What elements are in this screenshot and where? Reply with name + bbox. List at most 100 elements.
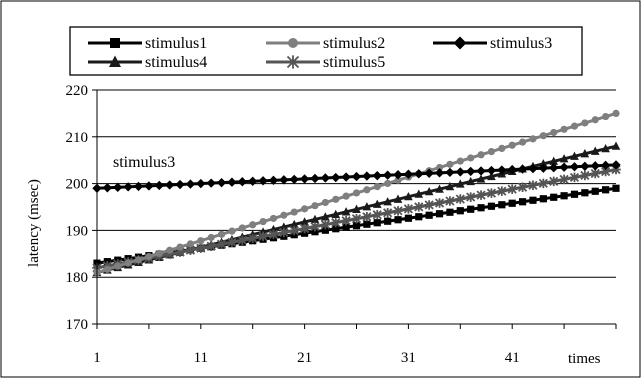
- legend-label: stimulus3: [490, 35, 552, 52]
- data-point: [102, 183, 113, 193]
- data-point: [528, 163, 538, 174]
- legend-item-stimulus3: stimulus3: [433, 35, 552, 52]
- data-point: [590, 146, 600, 155]
- y-tick-label: 170: [66, 317, 89, 333]
- data-point: [362, 171, 372, 181]
- data-point: [268, 229, 279, 240]
- data-point: [476, 190, 486, 200]
- y-axis-label: latency (msec): [26, 179, 42, 267]
- data-point: [497, 186, 507, 196]
- data-point: [569, 172, 580, 183]
- data-point: [320, 173, 331, 183]
- y-tick-label: 200: [66, 177, 89, 193]
- data-point: [394, 216, 402, 224]
- data-point: [487, 147, 496, 156]
- data-point: [103, 265, 111, 273]
- data-point: [414, 202, 424, 212]
- data-point: [331, 209, 341, 218]
- data-point: [289, 225, 299, 236]
- data-point: [611, 141, 621, 150]
- data-point: [237, 177, 247, 187]
- data-point: [301, 205, 309, 213]
- data-point: [467, 205, 475, 213]
- data-point: [455, 179, 465, 188]
- data-point: [590, 161, 600, 171]
- data-point: [216, 177, 227, 188]
- data-point: [539, 159, 548, 168]
- data-point: [372, 170, 382, 181]
- series-layer: [92, 109, 621, 277]
- data-point: [446, 208, 454, 216]
- data-point: [424, 186, 434, 196]
- data-point: [310, 214, 320, 224]
- data-point: [538, 178, 549, 189]
- data-point: [321, 198, 329, 207]
- data-point: [581, 119, 589, 127]
- data-point: [279, 175, 289, 185]
- data-point: [311, 228, 319, 236]
- data-point: [289, 219, 299, 229]
- data-point: [560, 192, 568, 200]
- data-point: [393, 206, 403, 216]
- data-point: [528, 180, 538, 191]
- data-point: [403, 169, 414, 179]
- data-point: [600, 166, 611, 177]
- data-point: [268, 175, 279, 186]
- data-point: [414, 169, 424, 179]
- data-point: [227, 177, 237, 187]
- data-point: [197, 237, 205, 245]
- data-point: [280, 211, 288, 219]
- data-point: [508, 141, 516, 149]
- legend-label: stimulus5: [323, 54, 385, 71]
- data-point: [331, 172, 341, 183]
- data-point: [289, 174, 299, 185]
- data-point: [134, 256, 143, 264]
- data-point: [569, 162, 580, 172]
- data-point: [206, 178, 216, 188]
- data-point: [372, 199, 382, 208]
- data-point: [351, 171, 362, 182]
- series-stimulus3: [92, 160, 621, 193]
- data-point: [352, 222, 361, 230]
- data-point: [517, 182, 528, 193]
- data-point: [477, 151, 485, 159]
- data-point: [237, 235, 248, 246]
- legend: stimulus1 stimulus2 stimulus3 stimulus4 stim…: [69, 26, 583, 76]
- x-tick-label: 31: [401, 350, 416, 366]
- data-point: [486, 165, 497, 176]
- data-point: [330, 217, 341, 228]
- data-point: [570, 122, 579, 130]
- data-point: [507, 184, 517, 194]
- data-point: [144, 181, 154, 191]
- data-point: [247, 233, 258, 244]
- legend-label: stimulus4: [145, 54, 207, 71]
- data-point: [164, 180, 175, 190]
- data-point: [196, 243, 206, 253]
- data-point: [384, 179, 392, 188]
- data-point: [394, 176, 402, 184]
- data-point: [321, 226, 329, 234]
- data-point: [382, 170, 393, 180]
- data-point: [310, 173, 320, 184]
- data-point: [258, 176, 268, 186]
- y-tick-label: 220: [66, 83, 89, 99]
- data-point: [507, 164, 517, 175]
- data-point: [445, 181, 455, 191]
- data-point: [403, 204, 414, 214]
- data-point: [227, 237, 237, 248]
- data-point: [538, 163, 549, 173]
- data-point: [498, 144, 506, 153]
- data-point: [487, 171, 496, 181]
- data-point: [498, 201, 506, 209]
- data-point: [351, 213, 362, 224]
- data-point: [435, 163, 444, 172]
- data-point: [550, 128, 558, 137]
- legend-swatch-marker: [288, 38, 298, 48]
- data-point: [590, 168, 600, 179]
- data-point: [529, 135, 537, 143]
- data-point: [549, 156, 559, 165]
- x-axis-label: times: [568, 351, 601, 367]
- data-point: [601, 144, 610, 153]
- data-point: [415, 213, 423, 221]
